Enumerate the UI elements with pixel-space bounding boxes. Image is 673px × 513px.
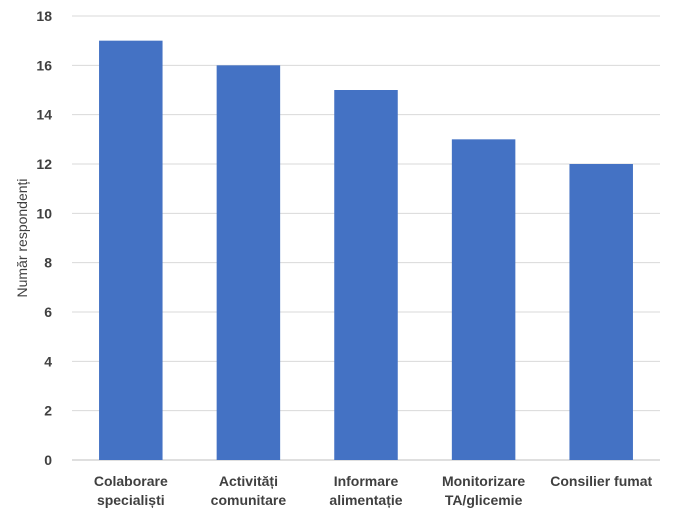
y-tick-label: 0: [44, 452, 52, 468]
bar: [99, 40, 163, 461]
y-tick-label: 4: [44, 353, 52, 369]
bar: [334, 90, 398, 460]
y-axis-title: Număr respondenți: [14, 178, 30, 297]
bar: [569, 164, 633, 460]
bars: [99, 40, 633, 461]
bar: [216, 65, 281, 460]
x-axis-labels: Colaborare specialiști Activități comunitar…: [94, 473, 653, 508]
y-tick-label: 6: [44, 304, 52, 320]
y-tick-label: 18: [36, 8, 52, 24]
y-tick-label: 8: [44, 255, 52, 271]
y-tick-label: 16: [36, 57, 52, 73]
x-category-label: Colaborare specialiști: [94, 473, 168, 508]
x-category-label: Activități comunitare: [211, 473, 287, 508]
y-axis-ticks: 0 2 4 6 8 10 12 14 16 18: [36, 8, 52, 468]
x-category-label: Consilier fumat: [550, 473, 652, 489]
y-tick-label: 14: [36, 107, 52, 123]
x-category-label: Informare alimentație: [329, 473, 402, 508]
y-tick-label: 12: [36, 156, 52, 172]
bar: [451, 139, 516, 461]
x-category-label: Monitorizare TA/glicemie: [442, 473, 525, 508]
y-tick-label: 2: [44, 403, 52, 419]
y-tick-label: 10: [36, 205, 52, 221]
